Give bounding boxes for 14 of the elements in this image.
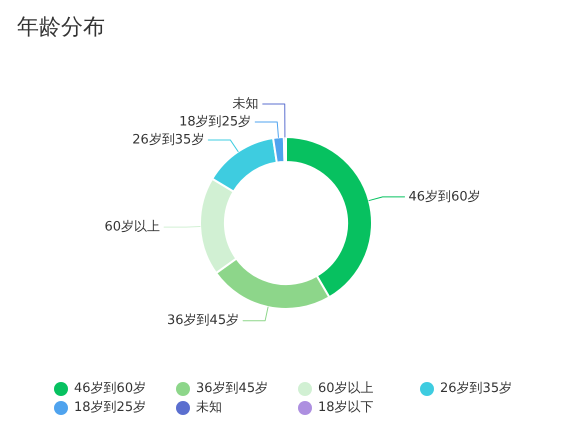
slice-label: 46岁到60岁 <box>408 189 481 204</box>
legend-label: 36岁到45岁 <box>196 381 268 396</box>
slice-label: 26岁到35岁 <box>132 132 204 148</box>
slice-label: 18岁到25岁 <box>179 114 252 130</box>
chart-title: 年龄分布 <box>17 14 105 42</box>
legend-label: 18岁以下 <box>318 400 374 415</box>
slice-label: 36岁到45岁 <box>167 313 240 328</box>
legend-label: 未知 <box>196 400 222 415</box>
legend-label: 46岁到60岁 <box>74 381 146 396</box>
legend-label: 18岁到25岁 <box>74 400 146 415</box>
legend-label: 26岁到35岁 <box>440 381 512 396</box>
legend-label: 60岁以上 <box>318 381 374 396</box>
slice-label: 60岁以上 <box>104 219 160 234</box>
slice-label: 未知 <box>232 96 259 112</box>
